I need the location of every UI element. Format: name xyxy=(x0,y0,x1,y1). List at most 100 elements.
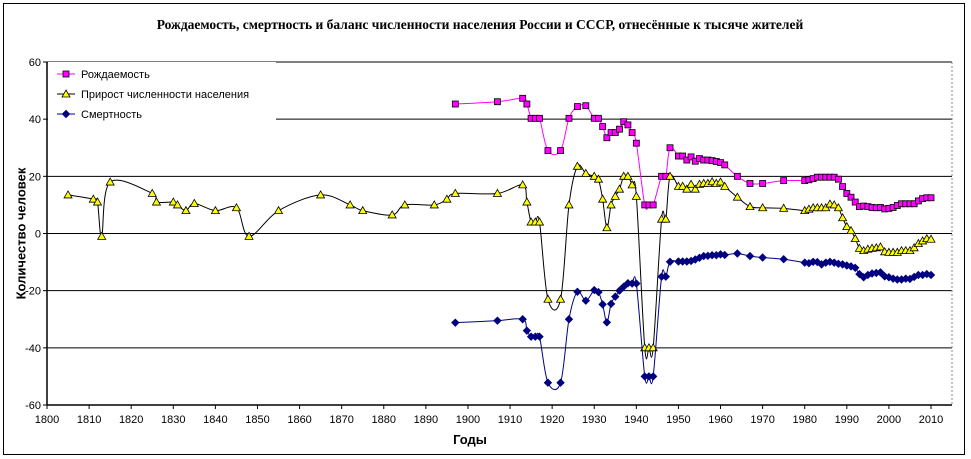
legend-box xyxy=(48,62,276,124)
data-point xyxy=(834,175,842,183)
y-tick-label: 40 xyxy=(29,114,41,126)
x-axis-label: Годы xyxy=(453,432,487,447)
data-point xyxy=(598,300,607,309)
data-point xyxy=(829,200,839,209)
data-point xyxy=(846,225,856,235)
data-point xyxy=(168,197,178,206)
data-point xyxy=(536,114,543,122)
data-point xyxy=(105,177,115,186)
y-tick-label: -60 xyxy=(25,400,41,412)
data-point xyxy=(677,181,688,190)
data-point xyxy=(876,268,885,277)
data-point xyxy=(494,98,501,106)
series-triangle xyxy=(63,161,936,360)
data-point xyxy=(833,202,844,212)
data-point xyxy=(854,243,865,252)
data-point xyxy=(627,180,637,189)
y-tick-label: 20 xyxy=(29,171,41,183)
data-point xyxy=(602,222,612,232)
data-point xyxy=(649,201,657,209)
data-point xyxy=(682,184,692,193)
data-point xyxy=(757,202,768,212)
x-tick-label: 1910 xyxy=(498,414,522,426)
data-point xyxy=(720,250,729,260)
data-point xyxy=(493,316,502,325)
x-tick-label: 2010 xyxy=(919,414,943,426)
data-point xyxy=(733,249,742,258)
data-point xyxy=(778,203,789,212)
x-tick-label: 1950 xyxy=(666,414,690,426)
data-point xyxy=(387,210,397,219)
data-point xyxy=(582,102,590,110)
data-point xyxy=(189,198,200,207)
data-point xyxy=(593,174,604,183)
x-tick-label: 1850 xyxy=(245,414,269,426)
data-point xyxy=(611,129,619,137)
data-point xyxy=(606,200,616,209)
data-point xyxy=(97,231,107,240)
data-point xyxy=(851,198,859,206)
series-square xyxy=(451,94,935,213)
data-point xyxy=(315,190,326,199)
data-point xyxy=(534,217,545,226)
data-point xyxy=(624,121,632,129)
data-point xyxy=(522,197,532,206)
data-point xyxy=(721,161,729,169)
data-point xyxy=(88,194,98,203)
data-point xyxy=(63,190,73,199)
legend-marker xyxy=(61,89,71,98)
x-tick-label: 1890 xyxy=(414,414,438,426)
x-tick-label: 1810 xyxy=(77,414,101,426)
data-point xyxy=(632,139,640,147)
data-point xyxy=(565,114,573,122)
data-point xyxy=(614,184,625,193)
x-tick-label: 1900 xyxy=(456,414,480,426)
x-tick-label: 1870 xyxy=(329,414,353,426)
series-diamond xyxy=(451,249,936,391)
data-point xyxy=(518,315,527,324)
data-point xyxy=(648,372,658,381)
data-point xyxy=(780,177,788,185)
data-point xyxy=(231,202,242,212)
data-point xyxy=(181,205,191,215)
x-tick-label: 1930 xyxy=(582,414,606,426)
data-point xyxy=(687,153,695,161)
data-point xyxy=(599,123,607,130)
data-point xyxy=(522,326,532,335)
data-point xyxy=(210,205,221,215)
data-point xyxy=(733,172,741,180)
x-tick-label: 1980 xyxy=(792,414,816,426)
data-point xyxy=(595,114,602,122)
data-point xyxy=(715,177,726,186)
chart-frame xyxy=(3,3,965,455)
data-point xyxy=(519,94,527,102)
data-point xyxy=(615,286,624,295)
legend-marker xyxy=(61,109,71,119)
data-point xyxy=(451,318,460,327)
data-point xyxy=(564,200,574,209)
x-tick-label: 1820 xyxy=(119,414,143,426)
data-point xyxy=(602,318,612,327)
data-point xyxy=(172,200,183,209)
data-point xyxy=(555,294,566,303)
legend-label: Прирост численности населения xyxy=(81,89,249,101)
data-point xyxy=(927,194,935,202)
data-point xyxy=(151,197,162,206)
legend-label: Рождаемость xyxy=(81,69,150,81)
data-point xyxy=(273,205,284,215)
data-point xyxy=(573,287,582,297)
data-point xyxy=(543,294,553,303)
data-point xyxy=(610,191,620,200)
x-tick-label: 1990 xyxy=(835,414,859,426)
data-point xyxy=(842,221,852,231)
data-point xyxy=(589,171,599,180)
data-point xyxy=(745,251,755,261)
data-point xyxy=(606,299,616,309)
data-point xyxy=(926,270,936,280)
data-point xyxy=(400,200,410,209)
data-point xyxy=(603,134,611,142)
data-point xyxy=(244,231,254,240)
y-tick-label: 0 xyxy=(35,229,41,241)
data-point xyxy=(745,201,755,211)
data-point xyxy=(837,212,848,222)
